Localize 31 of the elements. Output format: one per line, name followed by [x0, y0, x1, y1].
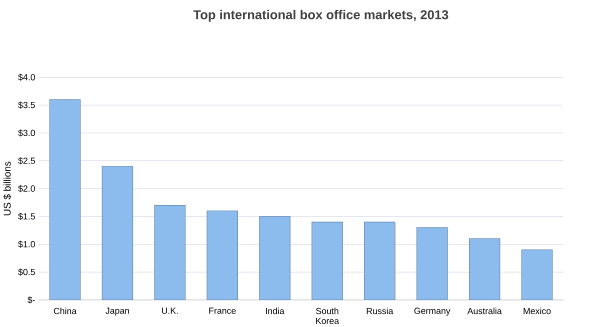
y-tick-label: $3.0: [18, 129, 35, 136]
bar: [102, 166, 134, 300]
y-tick-label: $1.0: [18, 240, 35, 248]
bar: [468, 238, 500, 300]
y-tick-label: $3.5: [18, 101, 35, 109]
x-tick-label: Japan: [106, 307, 129, 316]
y-tick-label: $4.0: [18, 74, 35, 81]
x-tick-label: Germany: [414, 307, 450, 316]
bar: [259, 216, 290, 300]
x-tick-label: South Korea: [316, 307, 340, 324]
bar: [416, 227, 448, 300]
x-tick-label: India: [266, 307, 284, 314]
bar: [521, 249, 553, 300]
bar: [312, 222, 343, 300]
y-tick-label: $-: [28, 296, 35, 304]
y-tick-label: $0.5: [18, 268, 35, 276]
x-tick-label: U.K.: [162, 307, 178, 314]
bar: [364, 222, 396, 300]
x-tick-label: Australia: [467, 307, 502, 314]
x-tick-label: Russia: [366, 307, 394, 314]
y-axis-title: US $ billions: [3, 161, 12, 216]
bar: [49, 99, 81, 300]
y-tick-label: $2.0: [18, 184, 35, 192]
x-tick-label: China: [54, 307, 77, 314]
x-tick-label: France: [209, 307, 236, 314]
y-tick-label: $2.5: [18, 157, 35, 164]
x-tick-label: Mexico: [524, 307, 551, 314]
chart-title: Top international box office markets, 2013: [193, 10, 448, 22]
y-tick-label: $1.5: [18, 212, 35, 220]
bar: [206, 210, 238, 300]
bar: [154, 204, 186, 300]
